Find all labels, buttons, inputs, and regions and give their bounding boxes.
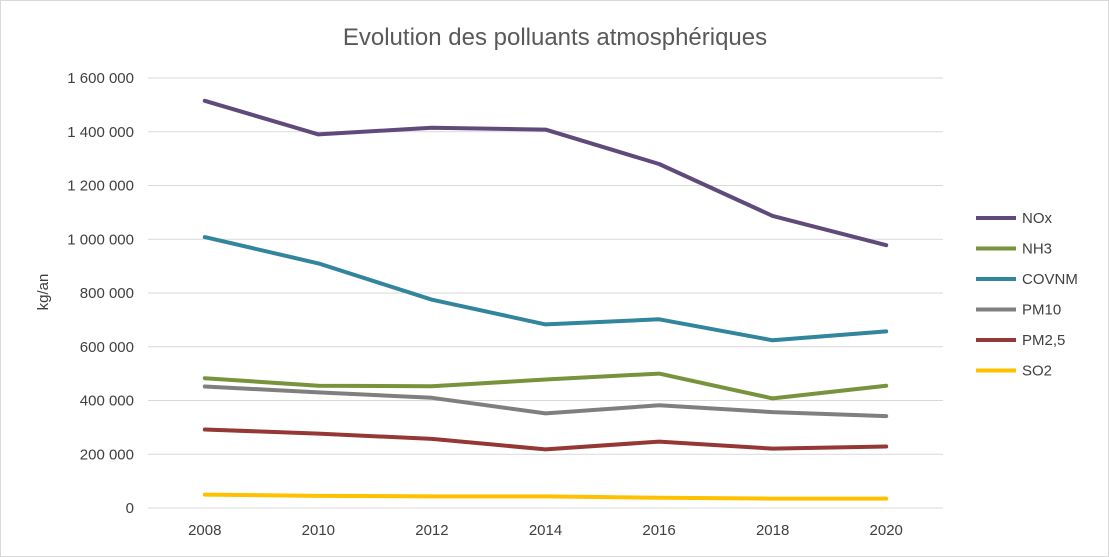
legend-label-nox: NOx bbox=[1022, 210, 1053, 227]
x-tick-label: 2008 bbox=[188, 522, 221, 539]
x-axis-ticks: 2008 2010 2012 2014 2016 2018 2020 bbox=[188, 522, 903, 539]
y-tick-label: 800 000 bbox=[80, 285, 134, 302]
y-tick-label: 0 bbox=[126, 500, 134, 517]
gridlines bbox=[148, 77, 943, 509]
series-line-pm2-5 bbox=[202, 427, 889, 452]
legend-label-pm10: PM10 bbox=[1022, 302, 1061, 319]
y-tick-label: 600 000 bbox=[80, 339, 134, 356]
y-tick-label: 1 000 000 bbox=[67, 231, 134, 248]
y-tick-label: 1 200 000 bbox=[67, 178, 134, 195]
legend-label-pm2-5: PM2,5 bbox=[1022, 332, 1065, 349]
y-tick-label: 200 000 bbox=[80, 446, 134, 463]
series-line-nox bbox=[202, 98, 889, 248]
x-tick-label: 2012 bbox=[415, 522, 448, 539]
series-line-nh3 bbox=[202, 371, 889, 401]
series-lines bbox=[202, 98, 889, 501]
legend-label-so2: SO2 bbox=[1022, 363, 1052, 380]
chart-title: Evolution des polluants atmosphériques bbox=[343, 24, 767, 51]
legend: NOx NH3 COVNM PM10 PM2,5 SO2 bbox=[976, 210, 1078, 380]
series-line-pm10 bbox=[202, 384, 889, 419]
y-tick-label: 1 400 000 bbox=[67, 124, 134, 141]
y-axis-ticks: 0 200 000 400 000 600 000 800 000 1 000 000 1 … bbox=[67, 70, 134, 517]
legend-label-covnm: COVNM bbox=[1022, 271, 1078, 288]
series-line-so2 bbox=[202, 492, 889, 501]
series-line-covnm bbox=[202, 235, 889, 343]
y-axis-label: kg/an bbox=[35, 274, 52, 311]
y-tick-label: 1 600 000 bbox=[67, 70, 134, 87]
y-tick-label: 400 000 bbox=[80, 393, 134, 410]
legend-label-nh3: NH3 bbox=[1022, 241, 1052, 258]
x-tick-label: 2018 bbox=[756, 522, 789, 539]
x-tick-label: 2016 bbox=[642, 522, 675, 539]
x-tick-label: 2014 bbox=[529, 522, 562, 539]
x-tick-label: 2010 bbox=[302, 522, 335, 539]
x-tick-label: 2020 bbox=[870, 522, 903, 539]
